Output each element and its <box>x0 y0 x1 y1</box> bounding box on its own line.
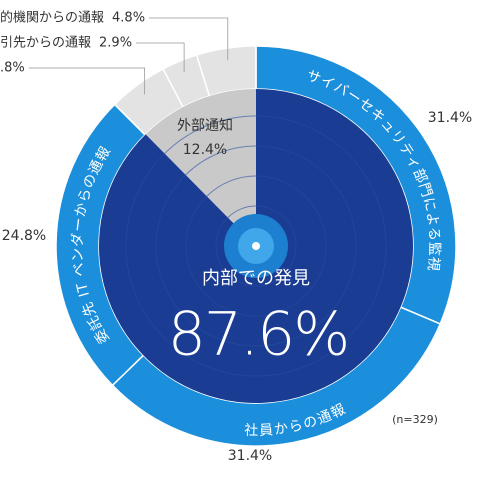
leader-line <box>28 67 146 95</box>
sample-size: (n=329) <box>392 413 438 426</box>
segment-label: 的機関からの通報 <box>0 10 104 26</box>
leader-line <box>136 42 185 73</box>
segment-value: 31.4% <box>428 110 472 126</box>
segment-value: 31.4% <box>228 448 272 464</box>
inner-value: 12.4% <box>183 142 227 158</box>
leader-line <box>149 17 229 61</box>
inner-slice <box>145 89 256 246</box>
inner-label: 内部での発見 <box>202 268 310 289</box>
ring-line <box>155 145 357 347</box>
segment-value: .8% <box>0 61 25 76</box>
center-dot <box>252 242 260 250</box>
segment-label: 引先からの通報 <box>0 36 91 51</box>
inner-value: 87.6% <box>168 300 349 370</box>
ring-line <box>185 175 327 317</box>
ring-line <box>125 115 387 377</box>
segment-value: 24.8% <box>2 228 46 244</box>
decoration <box>125 115 387 377</box>
segment-value: 2.9% <box>99 36 132 51</box>
ring-line <box>215 205 297 287</box>
segment-value: 4.8% <box>112 11 145 26</box>
inner-label: 外部通知 <box>177 117 233 134</box>
